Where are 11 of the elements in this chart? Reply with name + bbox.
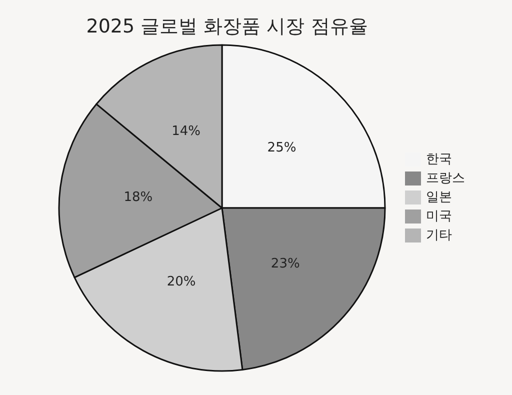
data-label: 20% (166, 274, 196, 290)
legend-label: 프랑스 (426, 171, 465, 186)
data-label: 18% (124, 190, 153, 205)
legend-label: 미국 (426, 209, 452, 224)
legend-label: 기타 (426, 228, 452, 243)
chart-title: 2025 글로벌 화장품 시장 점유율 (86, 16, 368, 38)
legend-label: 일본 (426, 190, 452, 205)
slice-label: 한국 (426, 152, 452, 167)
data-label: 14% (172, 124, 200, 140)
data-label: 25% (267, 140, 296, 156)
data-label: 23% (270, 256, 300, 272)
